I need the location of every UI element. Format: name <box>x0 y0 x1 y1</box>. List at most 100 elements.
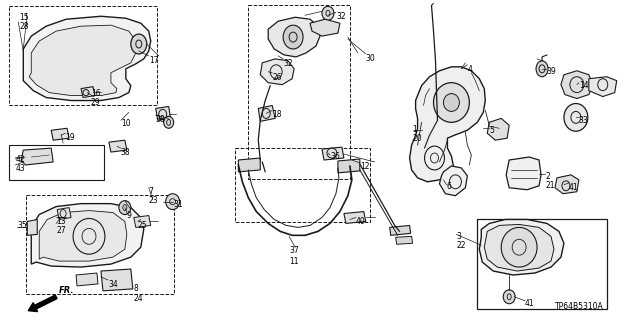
Polygon shape <box>322 147 344 160</box>
Text: 22: 22 <box>456 241 466 250</box>
Ellipse shape <box>166 194 180 210</box>
Ellipse shape <box>501 228 537 267</box>
Text: 5: 5 <box>489 126 494 135</box>
Text: 31: 31 <box>173 200 183 209</box>
Ellipse shape <box>503 290 515 304</box>
Ellipse shape <box>564 103 588 131</box>
Text: 6: 6 <box>447 182 451 191</box>
Text: 38: 38 <box>156 116 165 124</box>
Polygon shape <box>238 158 260 172</box>
Polygon shape <box>268 17 320 57</box>
Text: 29: 29 <box>91 98 100 107</box>
Polygon shape <box>28 220 37 235</box>
Polygon shape <box>134 215 151 228</box>
Text: 27: 27 <box>56 227 66 236</box>
Polygon shape <box>440 166 467 196</box>
Text: 12: 12 <box>360 162 369 171</box>
Text: 40: 40 <box>356 218 365 227</box>
Polygon shape <box>23 16 151 100</box>
Text: 21: 21 <box>545 181 554 190</box>
Text: 36: 36 <box>330 152 340 161</box>
Polygon shape <box>31 204 144 267</box>
Text: 39: 39 <box>546 67 556 76</box>
Polygon shape <box>29 25 136 96</box>
Text: 7: 7 <box>148 187 154 196</box>
Text: 2: 2 <box>545 172 550 181</box>
Text: FR.: FR. <box>59 286 75 295</box>
Text: 41: 41 <box>569 183 579 192</box>
Text: 30: 30 <box>366 54 376 63</box>
Bar <box>10 6 157 106</box>
Ellipse shape <box>536 61 548 77</box>
Text: 4: 4 <box>467 65 472 74</box>
Polygon shape <box>344 212 366 223</box>
Text: 10: 10 <box>121 119 131 128</box>
Polygon shape <box>589 77 617 97</box>
Text: 16: 16 <box>91 89 100 98</box>
Polygon shape <box>310 19 340 36</box>
Polygon shape <box>479 220 564 275</box>
Ellipse shape <box>119 201 131 214</box>
Bar <box>26 195 173 294</box>
FancyArrow shape <box>28 295 57 312</box>
Text: 35: 35 <box>17 221 27 230</box>
Polygon shape <box>487 118 509 140</box>
Polygon shape <box>484 224 554 271</box>
Polygon shape <box>39 211 127 261</box>
Text: 37: 37 <box>289 246 299 255</box>
Polygon shape <box>506 157 541 190</box>
Text: 20: 20 <box>413 134 422 143</box>
Text: 1: 1 <box>413 125 417 134</box>
Text: 26: 26 <box>272 73 282 82</box>
Text: 9: 9 <box>127 211 132 220</box>
Polygon shape <box>101 269 133 291</box>
Text: 25: 25 <box>138 221 147 230</box>
Text: 34: 34 <box>108 280 118 289</box>
Polygon shape <box>76 273 98 286</box>
Polygon shape <box>21 148 53 165</box>
Polygon shape <box>51 128 69 140</box>
Text: 13: 13 <box>56 218 66 227</box>
Polygon shape <box>57 208 71 220</box>
Polygon shape <box>396 236 413 244</box>
Ellipse shape <box>433 83 469 122</box>
Bar <box>477 220 607 309</box>
Text: 18: 18 <box>272 110 282 119</box>
Bar <box>10 145 104 180</box>
Text: 38: 38 <box>121 148 131 157</box>
Text: 32: 32 <box>283 59 292 68</box>
Text: TP64B5310A: TP64B5310A <box>554 302 604 311</box>
Bar <box>236 148 370 222</box>
Text: 28: 28 <box>19 22 29 31</box>
Text: 17: 17 <box>148 56 158 65</box>
Text: 15: 15 <box>19 13 29 22</box>
Bar <box>248 5 350 179</box>
Text: 41: 41 <box>525 299 535 308</box>
Ellipse shape <box>131 34 147 54</box>
Polygon shape <box>109 140 127 152</box>
Text: 42: 42 <box>15 155 25 164</box>
Polygon shape <box>410 67 485 182</box>
Text: 23: 23 <box>148 196 158 205</box>
Text: 24: 24 <box>134 294 143 303</box>
Text: 33: 33 <box>579 116 589 125</box>
Text: 32: 32 <box>336 12 346 21</box>
Polygon shape <box>156 107 171 120</box>
Polygon shape <box>260 59 294 85</box>
Polygon shape <box>561 71 593 99</box>
Text: 19: 19 <box>65 133 75 142</box>
Text: 8: 8 <box>134 284 139 293</box>
Text: 43: 43 <box>15 164 25 173</box>
Ellipse shape <box>164 116 173 128</box>
Text: 11: 11 <box>289 257 299 266</box>
Text: 14: 14 <box>579 81 589 90</box>
Ellipse shape <box>283 25 303 49</box>
Polygon shape <box>338 159 360 173</box>
Polygon shape <box>81 87 95 98</box>
Text: 3: 3 <box>456 232 461 241</box>
Polygon shape <box>259 106 275 121</box>
Ellipse shape <box>322 6 334 20</box>
Polygon shape <box>555 175 579 194</box>
Ellipse shape <box>444 93 460 111</box>
Polygon shape <box>390 225 411 235</box>
